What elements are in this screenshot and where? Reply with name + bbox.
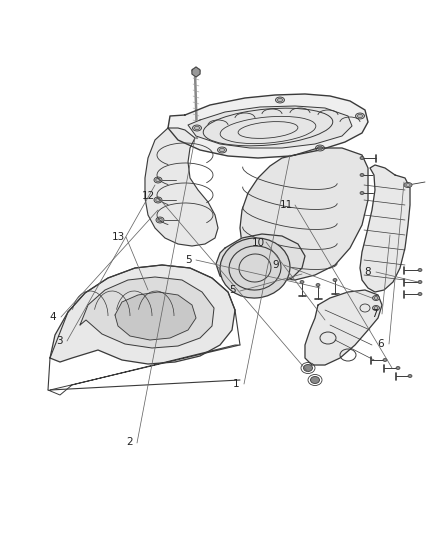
Ellipse shape (156, 217, 164, 223)
Text: 11: 11 (280, 200, 293, 210)
Polygon shape (305, 290, 382, 365)
Text: 9: 9 (272, 261, 279, 270)
Text: 13: 13 (112, 232, 125, 242)
Ellipse shape (154, 197, 162, 203)
Ellipse shape (383, 359, 387, 361)
Text: 6: 6 (378, 339, 385, 349)
Polygon shape (360, 165, 410, 292)
Text: 2: 2 (126, 438, 133, 447)
Polygon shape (216, 234, 305, 286)
Text: 3: 3 (56, 336, 63, 346)
Ellipse shape (418, 269, 422, 271)
Text: 10: 10 (252, 238, 265, 247)
Ellipse shape (396, 367, 400, 369)
Ellipse shape (360, 191, 364, 195)
Text: 8: 8 (364, 267, 371, 277)
Ellipse shape (316, 284, 320, 287)
Ellipse shape (372, 295, 379, 301)
Ellipse shape (300, 280, 304, 284)
Ellipse shape (311, 376, 319, 384)
Ellipse shape (360, 174, 364, 176)
Text: 4: 4 (49, 312, 56, 322)
Ellipse shape (360, 157, 364, 159)
Ellipse shape (154, 177, 162, 183)
Ellipse shape (218, 147, 226, 153)
Text: 12: 12 (142, 191, 155, 201)
Polygon shape (192, 67, 200, 77)
Text: 5: 5 (229, 286, 236, 295)
Polygon shape (80, 277, 214, 348)
Polygon shape (168, 94, 368, 158)
Polygon shape (50, 265, 235, 364)
Polygon shape (188, 106, 352, 148)
Ellipse shape (356, 113, 364, 119)
Ellipse shape (304, 365, 312, 372)
Ellipse shape (220, 238, 290, 298)
Polygon shape (240, 148, 368, 280)
Polygon shape (145, 128, 218, 246)
Text: 5: 5 (185, 255, 192, 265)
Polygon shape (115, 292, 196, 340)
Ellipse shape (333, 279, 337, 281)
Ellipse shape (192, 68, 200, 74)
Ellipse shape (315, 145, 325, 151)
Ellipse shape (408, 375, 412, 377)
Text: 1: 1 (233, 379, 240, 389)
Ellipse shape (276, 97, 285, 103)
Ellipse shape (418, 293, 422, 295)
Text: 7: 7 (371, 310, 378, 319)
Ellipse shape (404, 182, 412, 188)
Ellipse shape (192, 125, 201, 131)
Ellipse shape (372, 305, 379, 311)
Ellipse shape (418, 280, 422, 284)
